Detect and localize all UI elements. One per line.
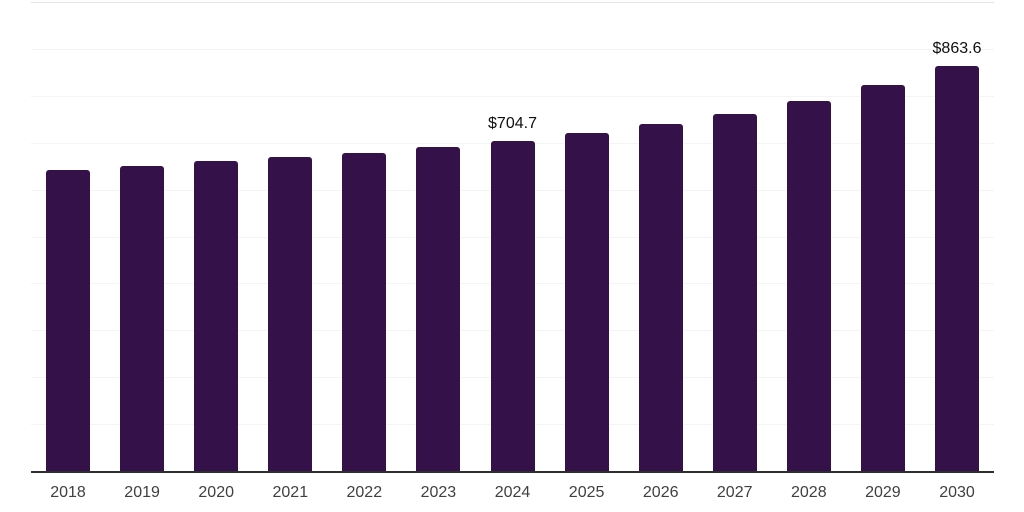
bar-2018[interactable] bbox=[46, 170, 90, 471]
x-axis-label-2024: 2024 bbox=[494, 484, 531, 501]
bar-2025[interactable] bbox=[564, 132, 609, 471]
x-axis-label-2019: 2019 bbox=[124, 484, 160, 501]
x-axis-label-2020: 2020 bbox=[198, 484, 234, 501]
bar-2029[interactable] bbox=[860, 84, 905, 471]
bar-2026[interactable] bbox=[638, 123, 683, 471]
bar-2021[interactable] bbox=[268, 156, 313, 471]
x-axis-label-2026: 2026 bbox=[642, 484, 679, 501]
bar-2024[interactable] bbox=[490, 140, 535, 471]
x-axis-label-2027: 2027 bbox=[716, 484, 753, 501]
x-axis-label-2025: 2025 bbox=[568, 484, 605, 501]
x-axis-label-2029: 2029 bbox=[865, 484, 901, 501]
bar-2027[interactable] bbox=[712, 114, 757, 471]
x-axis-label-2022: 2022 bbox=[346, 484, 383, 501]
x-axis-label-2023: 2023 bbox=[420, 484, 457, 501]
bar-2022[interactable] bbox=[342, 152, 387, 471]
gridline bbox=[31, 2, 994, 3]
x-axis-line bbox=[31, 471, 994, 473]
data-label-2030: $863.6 bbox=[932, 40, 982, 57]
bar-2020[interactable] bbox=[194, 160, 239, 471]
x-axis-label-2018: 2018 bbox=[50, 484, 86, 501]
gridline bbox=[31, 48, 994, 50]
bar-2023[interactable] bbox=[416, 146, 461, 471]
x-axis-label-2028: 2028 bbox=[791, 484, 827, 501]
x-axis-label-2030: 2030 bbox=[939, 484, 975, 501]
bar-2030[interactable] bbox=[935, 66, 979, 471]
x-axis-label-2021: 2021 bbox=[272, 484, 309, 501]
gridline bbox=[31, 95, 994, 97]
bar-2028[interactable] bbox=[786, 101, 831, 471]
bar-2019[interactable] bbox=[120, 165, 165, 471]
data-label-2024: $704.7 bbox=[488, 114, 537, 132]
